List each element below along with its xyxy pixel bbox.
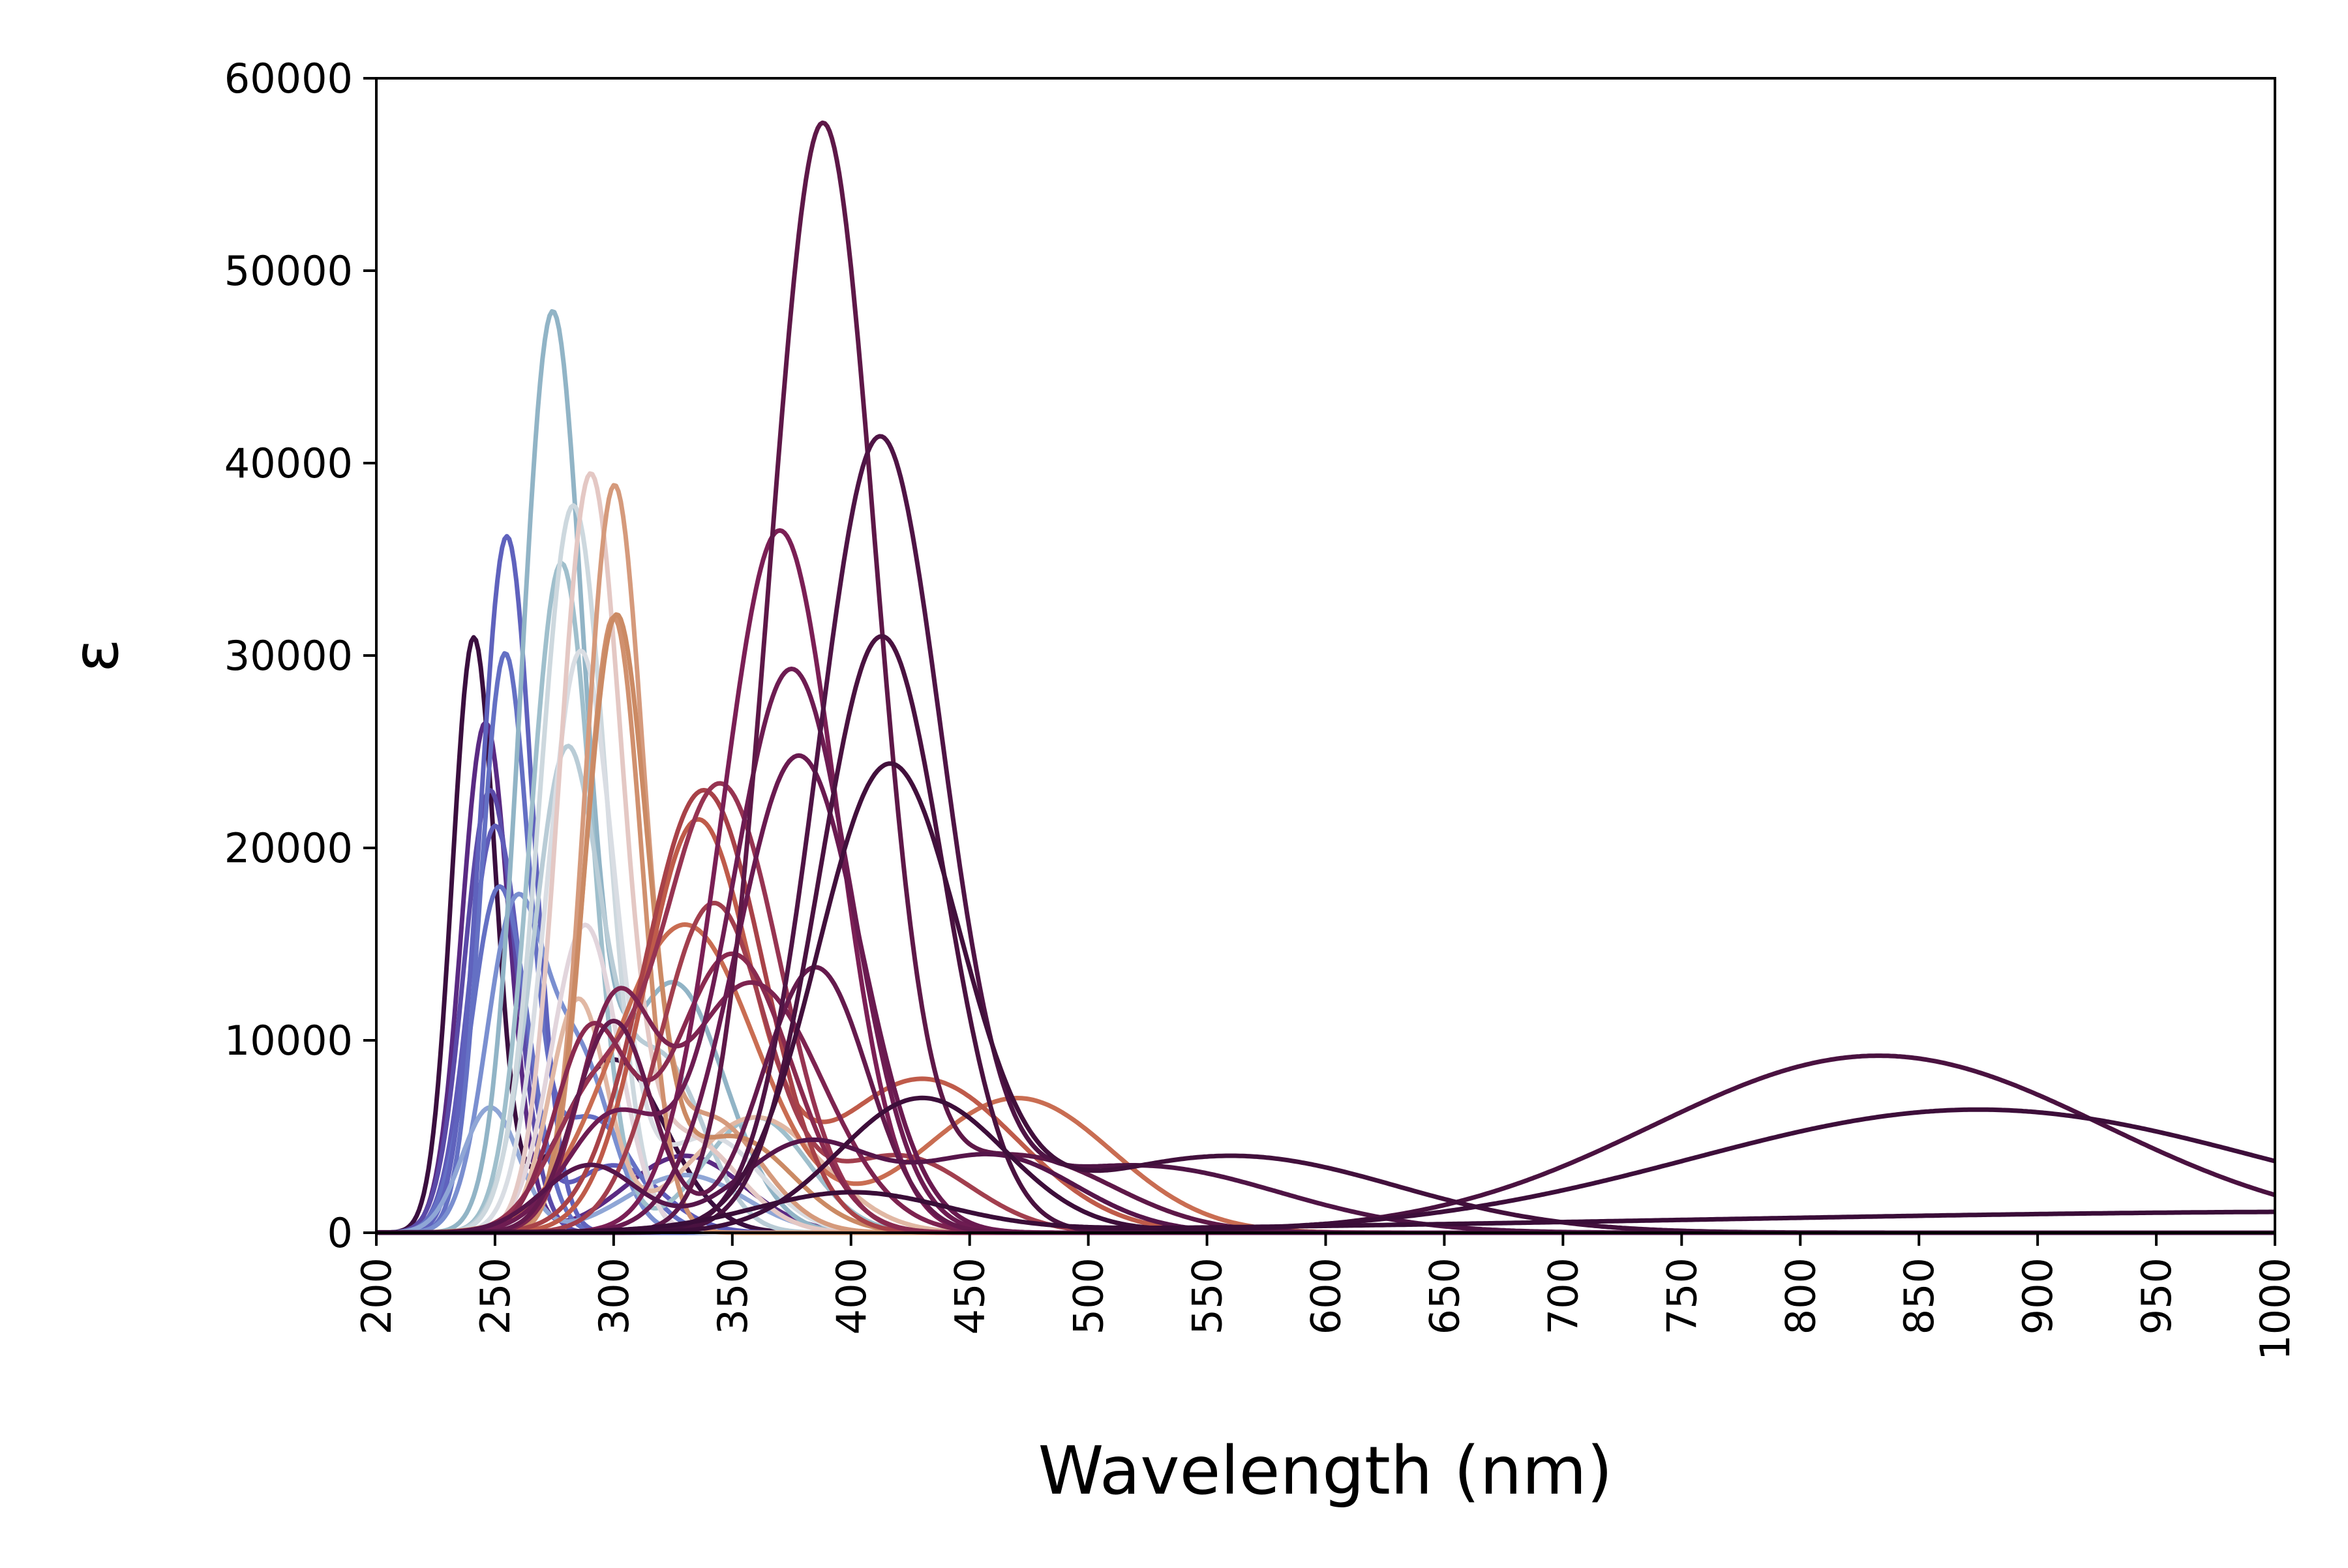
x-tick-label: 750 [1658,1258,1706,1334]
x-tick-label: 950 [2133,1258,2180,1334]
y-tick-label: 20000 [224,824,353,872]
x-tick-label: 300 [590,1258,638,1334]
series-layer [376,120,2276,1235]
x-tick-label: 650 [1421,1258,1468,1334]
y-tick-label: 40000 [224,440,353,487]
y-tick-label: 0 [327,1209,353,1257]
y-axis: 0 10000 20000 30000 40000 50000 60000 [224,55,376,1257]
series-line-13 [376,503,2275,1235]
y-axis-title: ε [59,639,132,672]
y-tick-label: 30000 [224,632,353,680]
x-axis-title: Wavelength (nm) [1038,1432,1612,1510]
x-tick-label: 200 [353,1258,400,1334]
x-tick-label: 550 [1184,1258,1231,1334]
x-tick-label: 900 [2014,1258,2062,1334]
x-tick-label: 1000 [2251,1258,2299,1361]
x-tick-label: 350 [709,1258,757,1334]
x-tick-label: 850 [1895,1258,1943,1334]
y-tick-label: 50000 [224,247,353,295]
x-tick-label: 600 [1302,1258,1350,1334]
x-axis: 200 250 300 350 400 450 500 550 600 650 700 750 800 8… [353,1233,2299,1361]
series-line-38 [376,1190,2275,1235]
x-tick-label: 250 [472,1258,519,1334]
x-tick-label: 450 [946,1258,994,1334]
x-tick-label: 800 [1777,1258,1824,1334]
y-tick-label: 10000 [224,1017,353,1064]
x-tick-label: 400 [828,1258,875,1334]
x-tick-label: 700 [1539,1258,1587,1334]
x-tick-label: 500 [1065,1258,1113,1334]
y-tick-label: 60000 [224,55,353,102]
